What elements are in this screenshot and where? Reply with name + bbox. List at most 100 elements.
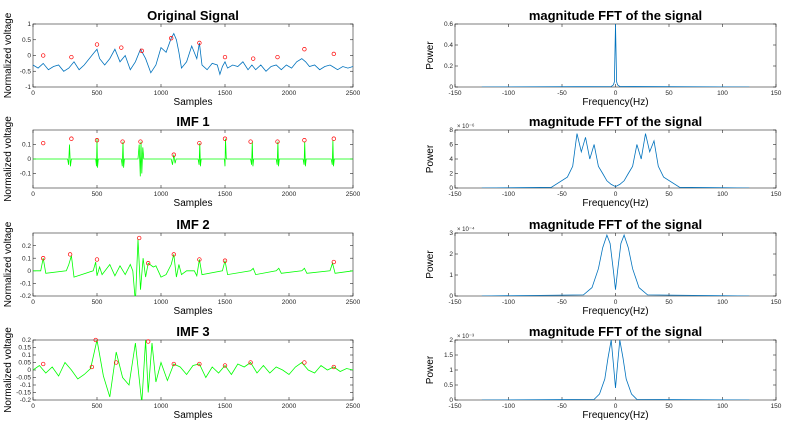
y-tick-label: 0 bbox=[27, 156, 31, 163]
peak-marker bbox=[302, 138, 307, 143]
series-line bbox=[33, 138, 353, 177]
x-tick-label: 0 bbox=[614, 191, 618, 198]
chart-panel-1: 0 500 1000 1500 2000 2500 -1 -0.5 0 0.5 1 Original … bbox=[3, 8, 361, 108]
x-axis-label: Samples bbox=[174, 410, 213, 421]
x-tick-label: 0 bbox=[31, 299, 35, 306]
peak-marker bbox=[331, 364, 336, 370]
y-exponent-label: × 10⁻³ bbox=[457, 334, 474, 340]
x-tick-label: 0 bbox=[31, 403, 35, 410]
chart-panel-5: -150 -100 -50 0 50 100 150 0 0.2 0.4 0.6 magnitude … bbox=[425, 8, 782, 108]
y-tick-label: 0.2 bbox=[444, 63, 453, 70]
peak-marker bbox=[94, 42, 100, 47]
y-tick-label: 0.15 bbox=[18, 345, 31, 352]
series-line bbox=[481, 133, 750, 188]
peak-marker bbox=[197, 361, 202, 367]
x-tick-label: 100 bbox=[717, 299, 728, 306]
x-tick-label: 500 bbox=[92, 191, 103, 198]
peak-marker bbox=[222, 136, 228, 141]
y-axis-label: Power bbox=[425, 250, 436, 279]
peak-marker bbox=[69, 136, 74, 141]
y-tick-label: -0.2 bbox=[20, 293, 32, 300]
peak-marker bbox=[331, 51, 336, 57]
x-tick-label: 500 bbox=[92, 403, 103, 410]
x-tick-label: -100 bbox=[502, 403, 515, 410]
x-tick-label: 0 bbox=[614, 403, 618, 410]
x-tick-label: 0 bbox=[31, 191, 35, 198]
x-tick-label: 0 bbox=[614, 90, 618, 97]
y-tick-label: -0.1 bbox=[20, 171, 32, 178]
y-tick-label: 0 bbox=[449, 84, 453, 91]
y-axis-label: Power bbox=[425, 41, 436, 70]
x-tick-label: 50 bbox=[665, 191, 673, 198]
chart-title: magnitude FFT of the signal bbox=[529, 114, 702, 129]
peak-marker bbox=[222, 363, 228, 368]
peak-marker bbox=[197, 140, 202, 146]
x-tick-label: 0 bbox=[31, 90, 35, 97]
peak-marker bbox=[251, 56, 256, 61]
peak-marker bbox=[93, 337, 98, 343]
x-tick-label: 2500 bbox=[346, 403, 361, 410]
x-tick-label: 100 bbox=[717, 191, 728, 198]
y-tick-label: 0.05 bbox=[18, 360, 31, 367]
x-tick-label: 100 bbox=[717, 403, 728, 410]
x-tick-label: 500 bbox=[92, 90, 103, 97]
peak-marker bbox=[89, 364, 95, 370]
chart-title: Original Signal bbox=[147, 8, 239, 23]
chart-title: magnitude FFT of the signal bbox=[529, 324, 702, 339]
peak-marker bbox=[171, 361, 176, 367]
axes-box bbox=[454, 339, 777, 401]
x-tick-label: 50 bbox=[665, 403, 673, 410]
x-axis-label: Frequency(Hz) bbox=[582, 97, 648, 108]
y-tick-label: -0.1 bbox=[20, 382, 32, 389]
y-axis-label: Normalized voltage bbox=[3, 221, 14, 307]
peak-marker bbox=[120, 139, 125, 144]
y-tick-label: 1.5 bbox=[444, 352, 453, 359]
x-tick-label: -100 bbox=[502, 191, 515, 198]
y-tick-label: -1 bbox=[25, 84, 31, 91]
x-tick-label: 2000 bbox=[282, 299, 297, 306]
peak-marker bbox=[146, 261, 151, 266]
chart-panel-2: 0 500 1000 1500 2000 2500 -0.1 0 0.1 IMF 1 Samples… bbox=[3, 114, 361, 209]
x-tick-label: 1000 bbox=[154, 90, 169, 97]
x-axis-label: Samples bbox=[174, 198, 213, 209]
peak-marker bbox=[139, 48, 144, 53]
y-tick-label: 0.2 bbox=[22, 337, 31, 344]
x-axis-label: Frequency(Hz) bbox=[582, 306, 648, 317]
x-tick-label: 2000 bbox=[282, 191, 297, 198]
x-tick-label: 2500 bbox=[346, 191, 361, 198]
peak-marker bbox=[146, 339, 151, 344]
peak-marker bbox=[222, 258, 228, 263]
y-tick-label: 0.6 bbox=[444, 21, 453, 28]
y-tick-label: 2 bbox=[449, 337, 453, 344]
y-tick-label: 0.5 bbox=[22, 37, 31, 44]
chart-title: magnitude FFT of the signal bbox=[529, 217, 702, 232]
x-tick-label: 2500 bbox=[346, 90, 361, 97]
y-tick-label: 0 bbox=[449, 293, 453, 300]
x-tick-label: 1500 bbox=[218, 403, 233, 410]
x-tick-label: -50 bbox=[557, 403, 567, 410]
x-tick-label: -100 bbox=[502, 299, 515, 306]
y-tick-label: 0.4 bbox=[444, 42, 453, 49]
peak-marker bbox=[275, 139, 280, 144]
y-tick-label: -0.5 bbox=[20, 68, 32, 75]
series-line bbox=[33, 340, 353, 400]
y-tick-label: 0 bbox=[27, 53, 31, 60]
chart-panel-6: -150 -100 -50 0 50 100 150 0 2 4 6 8 × 10⁻⁶ magnitude… bbox=[425, 114, 782, 209]
x-axis-label: Samples bbox=[174, 97, 213, 108]
peak-marker bbox=[41, 53, 46, 58]
peak-marker bbox=[197, 257, 202, 262]
x-tick-label: -50 bbox=[557, 191, 567, 198]
y-tick-label: 0.1 bbox=[22, 352, 31, 359]
peak-marker bbox=[171, 152, 176, 157]
y-tick-label: 0.5 bbox=[444, 382, 453, 389]
x-tick-label: -50 bbox=[557, 299, 567, 306]
peak-marker bbox=[69, 54, 74, 60]
series-line bbox=[481, 340, 750, 400]
y-tick-label: 1 bbox=[27, 21, 31, 28]
peak-marker bbox=[41, 140, 46, 146]
x-tick-label: 100 bbox=[717, 90, 728, 97]
y-tick-label: -0.15 bbox=[16, 390, 31, 397]
x-tick-label: -150 bbox=[448, 299, 461, 306]
x-tick-label: 2000 bbox=[282, 90, 297, 97]
